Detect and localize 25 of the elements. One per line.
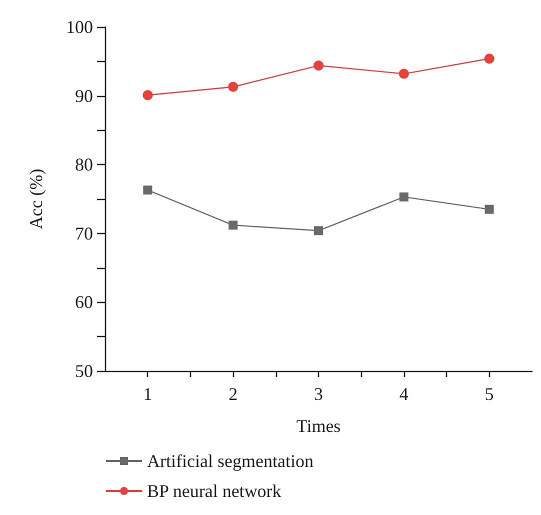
- y-tick-label: 90: [75, 86, 93, 106]
- x-tick-label: 4: [399, 384, 408, 404]
- y-tick-label: 80: [75, 154, 93, 175]
- y-tick-label: 70: [75, 223, 93, 244]
- x-axis-title: Times: [296, 416, 341, 436]
- point: [398, 68, 409, 79]
- x-tick-label: 5: [484, 384, 494, 404]
- x-tick-label: 2: [228, 384, 238, 404]
- x-tick-label: 1: [143, 384, 152, 404]
- y-axis-title: Acc (%): [26, 168, 46, 230]
- y-tick-label: 100: [66, 17, 93, 37]
- y-tick-label: 50: [75, 361, 93, 381]
- point: [484, 204, 494, 214]
- point: [142, 90, 153, 100]
- legend-label: Artificial segmentation: [147, 451, 314, 471]
- point: [399, 192, 408, 202]
- legend-label: BP neural network: [147, 481, 282, 501]
- x-tick-label: 3: [314, 384, 323, 404]
- point: [484, 54, 494, 64]
- point: [143, 186, 152, 195]
- point: [314, 226, 323, 236]
- point: [314, 60, 324, 71]
- point: [228, 82, 238, 92]
- point: [228, 220, 238, 230]
- y-tick-label: 60: [75, 292, 93, 312]
